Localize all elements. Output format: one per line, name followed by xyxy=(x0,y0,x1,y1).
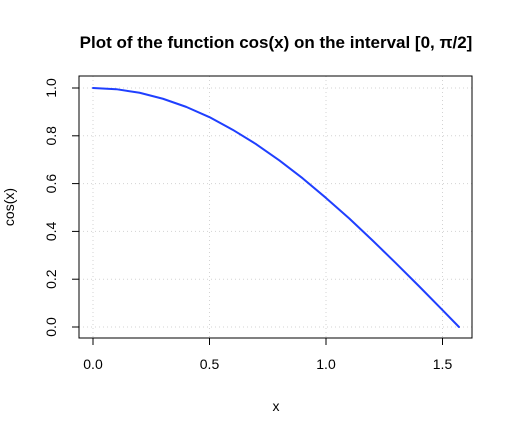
chart-title: Plot of the function cos(x) on the inter… xyxy=(80,33,473,52)
x-tick-label: 0.0 xyxy=(83,356,103,372)
plot-frame xyxy=(78,75,473,339)
series-line xyxy=(92,87,460,328)
y-tick-label: 0.2 xyxy=(43,269,59,289)
y-tick-label: 0.0 xyxy=(43,317,59,337)
series-layer xyxy=(92,87,460,328)
x-axis-label: x xyxy=(273,398,280,414)
x-tick-label: 1.0 xyxy=(316,356,336,372)
y-axis-label: cos(x) xyxy=(1,188,17,226)
x-axis: 0.0 0.5 1.0 1.5 xyxy=(83,338,452,372)
x-tick-label: 0.5 xyxy=(200,356,220,372)
y-tick-label: 0.4 xyxy=(43,221,59,241)
y-tick-label: 1.0 xyxy=(43,78,59,98)
y-axis: 0.0 0.2 0.4 0.6 0.8 1.0 xyxy=(43,78,79,337)
grid xyxy=(79,76,472,338)
y-tick-label: 0.8 xyxy=(43,126,59,146)
x-tick-label: 1.5 xyxy=(433,356,453,372)
y-tick-label: 0.6 xyxy=(43,174,59,194)
